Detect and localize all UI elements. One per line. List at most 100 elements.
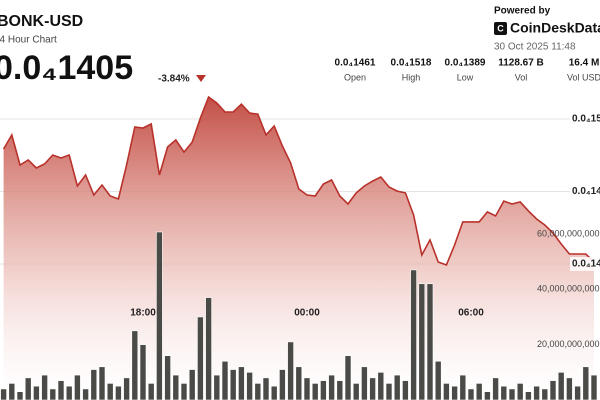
volume-bar [361, 366, 368, 400]
y2-tick-label: 40,000,000,000 [537, 284, 600, 294]
volume-bar [106, 383, 114, 400]
volume-bar [82, 388, 89, 400]
volume-bar [90, 369, 98, 400]
volume-bar [164, 355, 171, 400]
volume-bar [385, 383, 393, 400]
volume-bar [410, 269, 417, 400]
volume-bar [369, 377, 376, 400]
volume-bar [500, 385, 508, 400]
axis-labels: 0.0₄15 0.0₄14 0.0₄14 60,000,000,000 40,000,0… [130, 111, 600, 349]
volume-bar [549, 380, 557, 400]
stat-value: 16.4 M [569, 58, 600, 69]
volume-bar [41, 374, 48, 400]
volume-bar [557, 372, 565, 400]
volume-bar [320, 380, 327, 400]
volume-bar [172, 374, 180, 400]
price: 0.0₄1405 [0, 49, 133, 87]
volume-bar [459, 374, 467, 400]
powered-by: Powered by [494, 6, 551, 17]
x-tick-label: 18:00 [130, 308, 156, 319]
volume-bar [484, 391, 491, 400]
line-layer [2, 95, 595, 267]
y-tick-label: 0.0₄14 [572, 186, 600, 197]
volume-bar [156, 231, 163, 400]
volume-bar [566, 377, 573, 400]
brand-icon [494, 22, 507, 35]
volume-bar [205, 297, 212, 400]
plot-area: 0.0₄15 0.0₄14 0.0₄14 60,000,000,000 40,000,0… [0, 95, 600, 400]
volume-bar [0, 388, 7, 400]
volume-bar [508, 388, 516, 400]
volume-bar [393, 374, 401, 400]
volume-bar [377, 372, 385, 400]
volume-bar [443, 383, 450, 400]
timestamp: 30 Oct 2025 11:48 [494, 42, 576, 53]
volume-bar [475, 383, 483, 400]
change: -3.84% [158, 74, 190, 85]
volume-bar [303, 377, 311, 400]
volume-bar [213, 374, 221, 400]
stats: 0.0₄1461 Open 0.0₄1518 High 0.0₄1389 Low 1128.… [335, 58, 600, 83]
volume-bar [336, 380, 344, 400]
volume-bar [492, 377, 499, 400]
volume-bar [402, 380, 409, 400]
stat-label: Open [344, 72, 366, 82]
volume-bar [279, 369, 286, 400]
brand-icon-mark: C [497, 23, 504, 33]
volume-bar [418, 283, 426, 400]
down-arrow [196, 75, 206, 82]
volume-bar [147, 383, 155, 400]
stat-label: Vol [515, 72, 528, 82]
price-line [2, 95, 595, 267]
y-tick-label: 0.0₄14 [572, 259, 600, 270]
stat-label: Vol USD [567, 72, 600, 82]
volume-bar [516, 383, 524, 400]
volume-bar [74, 374, 81, 400]
volume-bar [131, 330, 139, 400]
volume-bar [139, 344, 147, 400]
y-tick-label-bg [570, 111, 600, 126]
volume-bar [16, 391, 24, 400]
stat-label: High [402, 72, 421, 82]
stat-label: Low [457, 72, 474, 82]
volume-bar [246, 372, 253, 400]
volume-bar [270, 385, 278, 400]
stat-value: 0.0₄1389 [445, 58, 486, 69]
volume-bar [352, 383, 360, 400]
volume-bar [525, 391, 532, 400]
volume-bar [24, 377, 32, 400]
volume-bar [98, 366, 106, 400]
volume-bar [49, 388, 57, 400]
x-tick-label: 06:00 [458, 308, 484, 319]
volume-bar [180, 383, 188, 400]
volume-bar [57, 380, 65, 400]
volume-bar [33, 385, 40, 400]
volume-bar [123, 377, 130, 400]
volume-bar [467, 388, 475, 400]
volume-bar [582, 366, 590, 400]
y2-tick-label: 20,000,000,000 [537, 339, 600, 349]
volume-bar [328, 374, 335, 400]
y-tick-label: 0.0₄15 [572, 114, 600, 125]
volume-bar [311, 383, 319, 400]
volume-bar [344, 355, 352, 400]
area-layer [3, 97, 595, 400]
x-tick-label: 00:00 [294, 308, 320, 319]
volume-bar [188, 369, 196, 400]
volume-bar [451, 385, 458, 400]
volume-bar [295, 366, 303, 400]
volume-bar [221, 360, 229, 400]
volume-bar [115, 385, 122, 400]
volume-bar [197, 316, 204, 400]
subtitle: 24 Hour Chart [0, 35, 57, 46]
volume-bar [262, 377, 270, 400]
volume-bar [287, 341, 294, 400]
y-tick-label-bg [570, 256, 600, 271]
volume-bar [8, 383, 16, 400]
stat-value: 0.0₄1518 [391, 58, 432, 69]
volume-bar [434, 360, 442, 400]
volume-bar [65, 385, 73, 400]
volume-bar [590, 374, 598, 400]
volume-bar [533, 385, 540, 400]
